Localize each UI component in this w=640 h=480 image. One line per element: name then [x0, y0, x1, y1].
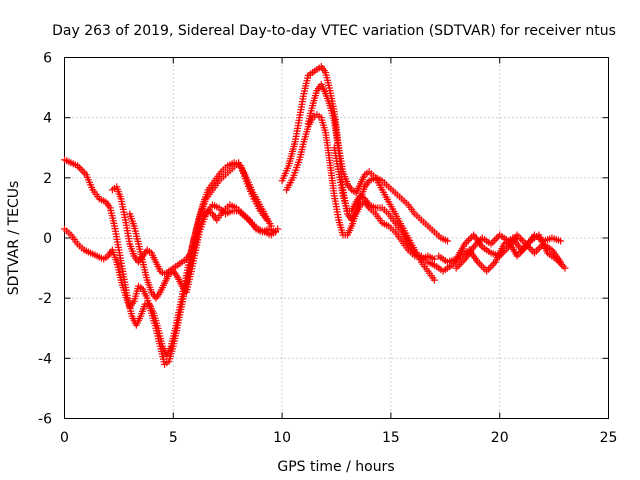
y-tick-label: -4 [38, 351, 52, 367]
series-track-d [126, 201, 282, 302]
data-point-markers [108, 159, 271, 278]
y-axis: -6 -4 -2 0 2 4 6 [38, 51, 609, 428]
data-point-markers [330, 144, 438, 263]
series-track-b [61, 201, 280, 368]
x-axis: 0 5 10 15 20 25 [60, 57, 618, 446]
data-points [61, 63, 569, 368]
data-point-markers [61, 156, 275, 359]
y-tick-label: 0 [43, 231, 52, 247]
x-tick-label: 15 [382, 430, 400, 446]
x-tick-label: 5 [169, 430, 178, 446]
y-tick-label: 4 [43, 111, 52, 127]
series-track-k [452, 231, 565, 272]
series-track-c [108, 159, 271, 278]
y-axis-label: SDTVAR / TECUs [6, 181, 22, 296]
x-tick-label: 20 [491, 430, 509, 446]
data-point-markers [61, 201, 280, 368]
chart-title: Day 263 of 2019, Sidereal Day-to-day VTE… [52, 23, 616, 39]
y-tick-label: -2 [38, 291, 52, 307]
y-tick-label: -6 [38, 412, 52, 428]
x-axis-label: GPS time / hours [277, 459, 394, 475]
y-tick-label: 2 [43, 171, 52, 187]
series-track-h [330, 144, 438, 263]
x-tick-label: 0 [60, 430, 69, 446]
data-point-markers [126, 201, 282, 302]
series-track-a [61, 156, 275, 359]
x-tick-label: 25 [600, 430, 618, 446]
x-tick-label: 10 [273, 430, 291, 446]
data-point-markers [452, 231, 565, 272]
y-tick-label: 6 [43, 51, 52, 67]
